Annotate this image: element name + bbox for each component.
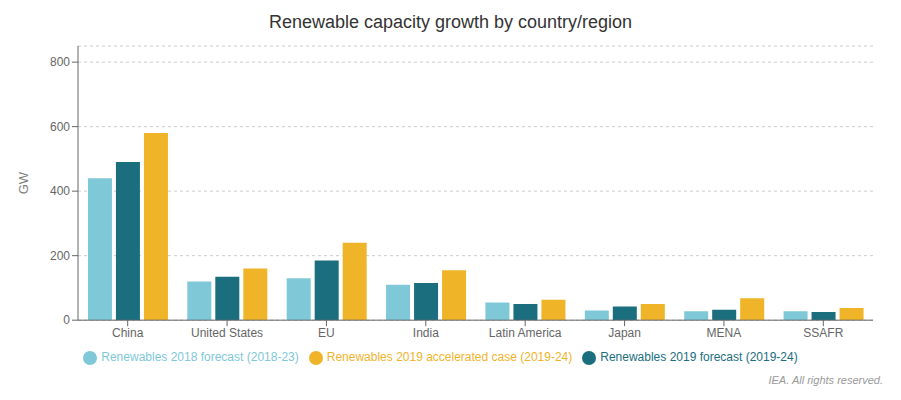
- svg-text:India: India: [413, 326, 439, 340]
- svg-text:Japan: Japan: [608, 326, 641, 340]
- svg-text:EU: EU: [318, 326, 335, 340]
- svg-text:400: 400: [50, 184, 70, 198]
- svg-text:800: 800: [50, 55, 70, 69]
- html-text:Renewables 2018 forecast (2018: Renewables 2018 forecast (2018-23): [101, 350, 299, 365]
- html-text:IEA. All rights reserved.: IEA. All rights reserved.: [768, 374, 883, 386]
- svg-text:GW: GW: [16, 171, 31, 194]
- html-text:Renewables 2019 accelerated ca: Renewables 2019 accelerated case (2019-2…: [326, 350, 573, 365]
- svg-text:600: 600: [50, 120, 70, 134]
- svg-text:SSAFR: SSAFR: [803, 326, 843, 340]
- svg-text:Latin America: Latin America: [489, 326, 562, 340]
- svg-text:China: China: [112, 326, 144, 340]
- svg-text:0: 0: [63, 313, 70, 327]
- svg-text:200: 200: [50, 249, 70, 263]
- svg-text:United States: United States: [191, 326, 263, 340]
- html-text:Renewable capacity growth by c: Renewable capacity growth by country/reg…: [268, 12, 633, 32]
- html-text:Renewables 2019 forecast (2019: Renewables 2019 forecast (2019-24): [600, 350, 798, 365]
- svg-text:MENA: MENA: [707, 326, 742, 340]
